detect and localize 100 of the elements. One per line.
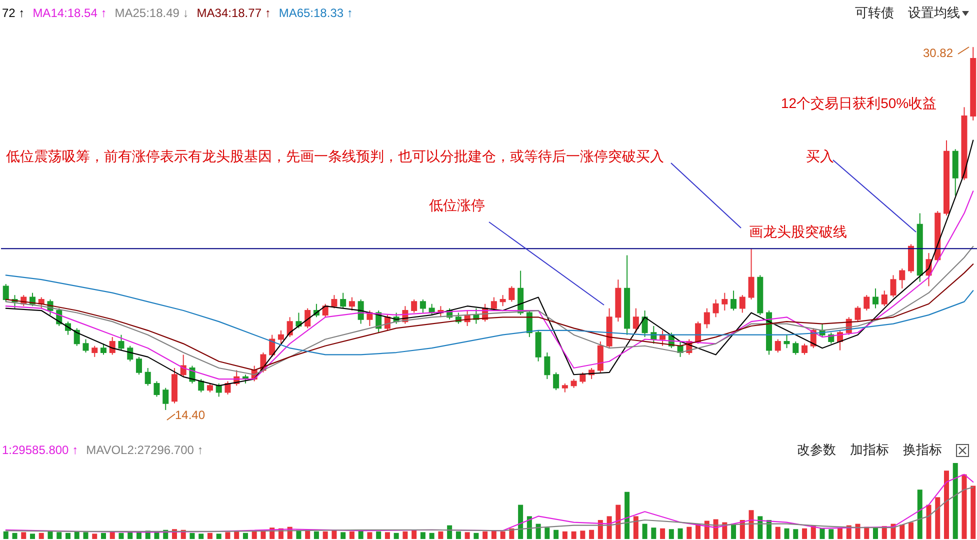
bar — [775, 526, 780, 539]
candlestick — [154, 380, 160, 398]
candlestick — [278, 330, 284, 344]
candlestick — [632, 308, 639, 334]
bar — [12, 532, 18, 539]
bar — [332, 530, 337, 539]
bar — [322, 531, 328, 539]
candlestick — [144, 367, 151, 386]
bar — [651, 528, 656, 539]
bar — [384, 532, 390, 539]
candlestick — [712, 298, 719, 318]
bar — [686, 526, 692, 539]
candlestick — [890, 274, 896, 298]
candlestick — [899, 268, 906, 289]
bar — [962, 474, 967, 539]
bar — [367, 532, 372, 539]
candlestick — [82, 338, 89, 354]
candlestick — [331, 294, 338, 309]
candlestick — [544, 352, 550, 380]
candlestick — [304, 308, 311, 329]
bar — [234, 531, 240, 539]
bar — [242, 532, 248, 539]
bar — [456, 531, 461, 539]
candlestick — [739, 294, 746, 314]
bar — [118, 532, 124, 539]
candlestick — [872, 288, 879, 309]
bar — [65, 532, 70, 539]
candlestick — [784, 334, 790, 349]
bar — [970, 486, 976, 539]
candlestick — [704, 308, 710, 329]
text: 可转债 — [855, 4, 894, 22]
bar — [128, 532, 133, 539]
bar — [376, 531, 382, 539]
bar — [944, 470, 949, 539]
bar — [873, 528, 878, 539]
bar — [412, 530, 417, 539]
bar — [464, 532, 470, 539]
candlestick — [526, 310, 532, 338]
bar — [660, 528, 666, 539]
annotation: 30.82 — [923, 46, 954, 60]
bar — [518, 504, 524, 539]
bar — [838, 528, 843, 539]
bar — [784, 528, 790, 539]
bar — [536, 524, 541, 539]
annotation: 低位震荡吸筹，前有涨停表示有龙头股基因，先画一条线预判，也可以分批建仓，或等待后一涨停突破买入 — [6, 148, 664, 164]
bar — [642, 524, 648, 539]
bar — [864, 526, 870, 539]
text: 1:29585.800 ↑ — [2, 443, 78, 457]
bar — [30, 534, 35, 539]
candlestick — [198, 378, 204, 393]
bar — [855, 524, 860, 539]
bar — [198, 534, 204, 539]
candlestick — [224, 380, 231, 396]
bar — [474, 532, 479, 539]
bar — [491, 530, 496, 539]
bar — [83, 532, 88, 539]
candlestick — [802, 343, 808, 356]
bar — [828, 529, 834, 539]
bar — [526, 516, 532, 539]
bar — [56, 532, 62, 539]
bar — [402, 531, 408, 539]
bar — [758, 516, 763, 539]
bar — [562, 531, 568, 539]
candlestick — [854, 306, 861, 322]
candlestick — [580, 372, 586, 384]
candlestick — [100, 343, 106, 356]
bar — [926, 504, 932, 539]
bar — [554, 530, 559, 539]
bar — [349, 531, 354, 539]
annotation: 买入 — [806, 148, 834, 164]
candlestick — [286, 316, 293, 338]
candlestick — [74, 328, 80, 346]
candlestick — [864, 294, 870, 312]
bar — [802, 528, 808, 539]
bar — [438, 531, 444, 539]
candlestick — [748, 248, 754, 300]
text: MA25:18.49 ↓ — [114, 6, 189, 20]
bar — [3, 531, 8, 539]
bar — [92, 534, 98, 539]
ref-line-label: 画龙头股突破线 — [749, 224, 847, 240]
bar — [394, 532, 399, 539]
candlestick — [642, 310, 648, 338]
bar — [500, 531, 506, 539]
bar — [678, 528, 683, 539]
bar — [358, 530, 364, 539]
candlestick — [348, 296, 355, 312]
text: MA14:18.54 ↑ — [32, 6, 107, 20]
bar — [580, 530, 586, 539]
bar — [190, 532, 195, 539]
candlestick — [296, 312, 302, 329]
candlestick — [881, 290, 888, 307]
text: 72 ↑ — [2, 6, 25, 20]
candlestick — [420, 298, 426, 314]
bar — [216, 534, 222, 539]
bar — [917, 490, 922, 539]
candlestick — [774, 338, 781, 354]
bar — [482, 531, 488, 539]
candlestick — [216, 382, 222, 398]
text: 换指标 — [903, 441, 942, 459]
bar — [571, 531, 576, 539]
